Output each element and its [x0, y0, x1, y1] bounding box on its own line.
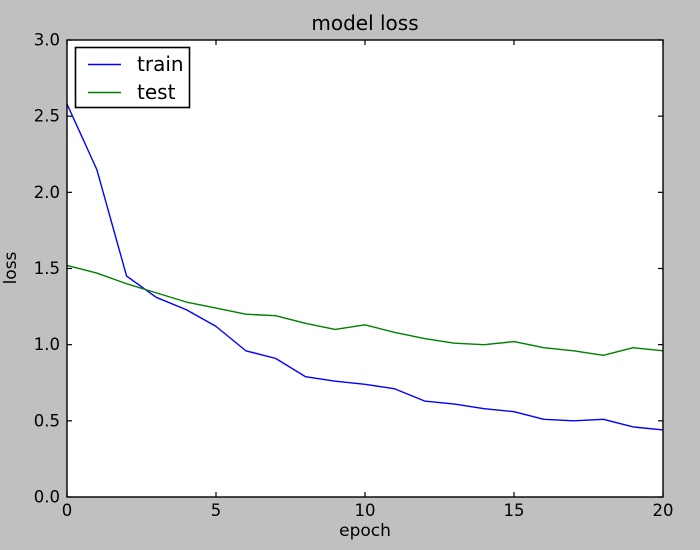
legend-box [74, 46, 191, 109]
y-tick-label: 2.0 [34, 183, 60, 202]
series-line-train [66, 103, 664, 431]
x-tick-label: 0 [62, 501, 73, 520]
y-tick-label: 0.0 [34, 488, 60, 507]
series-line-test [66, 264, 664, 357]
plot-area [67, 40, 663, 497]
plot-frame [66, 39, 664, 498]
x-tick-label: 20 [653, 501, 674, 520]
y-axis-label: loss [1, 251, 21, 284]
chart-title: model loss [311, 11, 418, 35]
x-tick-label: 10 [355, 501, 376, 520]
y-tick-label: 1.0 [34, 335, 60, 354]
x-axis-label: epoch [339, 521, 391, 541]
legend-label-test: test [137, 80, 176, 104]
x-tick-label: 5 [211, 501, 222, 520]
y-tick-label: 2.5 [34, 107, 60, 126]
y-tick-label: 0.5 [34, 411, 60, 430]
series-lines [66, 103, 664, 431]
y-tick-label: 3.0 [34, 31, 60, 50]
legend: train test [74, 46, 191, 109]
y-tick-label: 1.5 [34, 259, 60, 278]
axis-ticks: 0 5 10 15 20 0.0 0.5 1.0 1.5 2.0 2.5 3.0 [34, 31, 674, 521]
x-tick-label: 15 [504, 501, 525, 520]
legend-label-train: train [137, 52, 184, 76]
